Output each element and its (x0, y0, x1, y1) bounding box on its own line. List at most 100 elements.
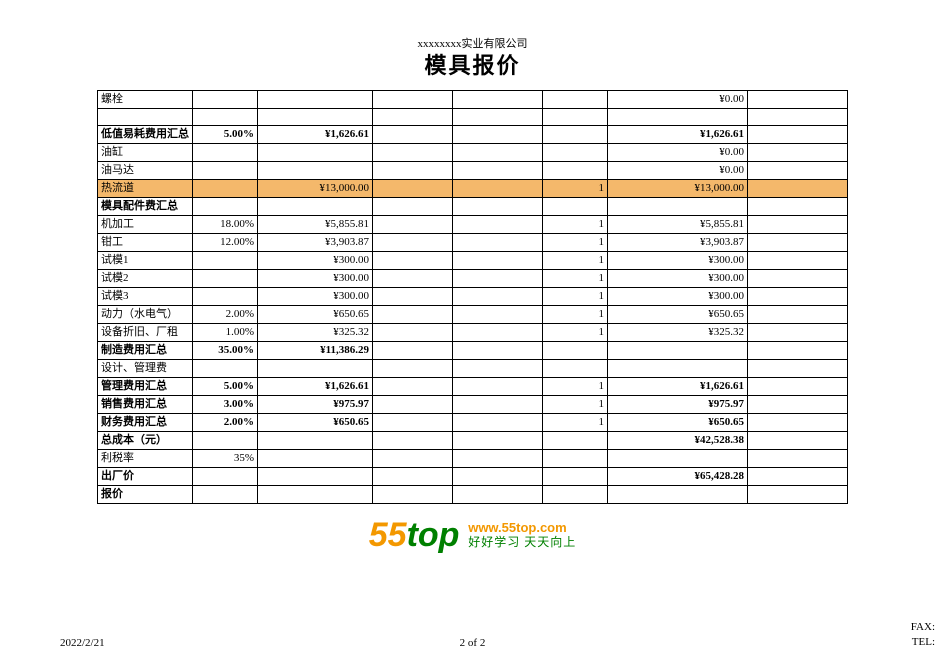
table-cell (193, 143, 258, 161)
table-cell (373, 485, 453, 503)
table-cell (748, 431, 848, 449)
table-cell: ¥300.00 (608, 251, 748, 269)
logo: 55top www.55top.com 好好学习 天天向上 (0, 518, 945, 552)
table-cell (543, 341, 608, 359)
table-cell (193, 161, 258, 179)
table-cell (453, 179, 543, 197)
table-cell (258, 449, 373, 467)
table-cell: ¥650.65 (608, 305, 748, 323)
table-cell (748, 269, 848, 287)
table-cell (543, 449, 608, 467)
table-cell (748, 143, 848, 161)
table-cell (373, 413, 453, 431)
footer-contact: FAX: TEL: (911, 620, 935, 649)
table-cell: 1 (543, 305, 608, 323)
table-cell: 1 (543, 269, 608, 287)
table-cell (193, 251, 258, 269)
table-cell (453, 341, 543, 359)
table-cell (373, 179, 453, 197)
table-cell (453, 125, 543, 143)
table-cell (258, 161, 373, 179)
table-cell (373, 341, 453, 359)
table-cell (373, 359, 453, 377)
table-cell: 5.00% (193, 125, 258, 143)
table-cell (258, 485, 373, 503)
table-row: 机加工18.00%¥5,855.811¥5,855.81 (98, 215, 848, 233)
table-cell: 低值易耗费用汇总 (98, 125, 193, 143)
table-cell: 3.00% (193, 395, 258, 413)
table-cell (193, 359, 258, 377)
table-cell (373, 431, 453, 449)
footer-page: 2 of 2 (460, 637, 486, 649)
table-cell (373, 323, 453, 341)
table-row: 设备折旧、厂租1.00%¥325.321¥325.32 (98, 323, 848, 341)
table-cell: ¥1,626.61 (258, 377, 373, 395)
table-cell: 设备折旧、厂租 (98, 323, 193, 341)
table-cell (748, 413, 848, 431)
table-cell: 12.00% (193, 233, 258, 251)
table-cell (543, 108, 608, 125)
table-cell: 2.00% (193, 413, 258, 431)
table-cell: ¥325.32 (608, 323, 748, 341)
table-row: 油缸 ¥0.00 (98, 143, 848, 161)
table-cell (193, 485, 258, 503)
table-cell (258, 431, 373, 449)
table-cell (373, 143, 453, 161)
table-cell: 18.00% (193, 215, 258, 233)
table-cell: 1 (543, 287, 608, 305)
table-cell: 销售费用汇总 (98, 395, 193, 413)
table-row: 设计、管理费 (98, 359, 848, 377)
table-cell: ¥650.65 (258, 305, 373, 323)
table-cell (748, 287, 848, 305)
table-cell: ¥300.00 (608, 287, 748, 305)
table-row: 制造费用汇总35.00%¥11,386.29 (98, 341, 848, 359)
table-cell (373, 395, 453, 413)
table-cell: ¥1,626.61 (258, 125, 373, 143)
table-cell: 油缸 (98, 143, 193, 161)
table-cell (258, 143, 373, 161)
table-cell (748, 197, 848, 215)
table-cell: ¥1,626.61 (608, 377, 748, 395)
table-cell (543, 125, 608, 143)
logo-suffix: top (407, 518, 460, 552)
table-cell: ¥0.00 (608, 143, 748, 161)
table-cell (193, 90, 258, 108)
table-cell (98, 108, 193, 125)
table-cell (258, 197, 373, 215)
table-cell: ¥5,855.81 (258, 215, 373, 233)
table-cell (543, 485, 608, 503)
table-cell (748, 449, 848, 467)
table-cell (543, 161, 608, 179)
table-cell (543, 467, 608, 485)
table-cell (453, 359, 543, 377)
table-cell: ¥0.00 (608, 90, 748, 108)
table-cell (193, 467, 258, 485)
table-cell (373, 233, 453, 251)
table-cell: 1 (543, 395, 608, 413)
table-cell (373, 215, 453, 233)
table-cell: 1.00% (193, 323, 258, 341)
table-cell (373, 287, 453, 305)
table-cell: ¥65,428.28 (608, 467, 748, 485)
table-cell: ¥13,000.00 (608, 179, 748, 197)
table-cell (748, 341, 848, 359)
table-cell (453, 108, 543, 125)
table-row: 出厂价¥65,428.28 (98, 467, 848, 485)
table-row: 试模3¥300.001¥300.00 (98, 287, 848, 305)
table-cell (748, 90, 848, 108)
quote-table: 螺栓¥0.00低值易耗费用汇总5.00%¥1,626.61¥1,626.61油缸… (97, 90, 848, 504)
table-cell: ¥650.65 (608, 413, 748, 431)
table-cell (748, 233, 848, 251)
table-row: 试模2¥300.001¥300.00 (98, 269, 848, 287)
table-cell: 机加工 (98, 215, 193, 233)
table-cell: 试模2 (98, 269, 193, 287)
table-cell (373, 251, 453, 269)
table-cell: 1 (543, 251, 608, 269)
table-cell (373, 269, 453, 287)
table-cell (453, 197, 543, 215)
table-cell (608, 485, 748, 503)
table-cell (453, 161, 543, 179)
table-cell: 利税率 (98, 449, 193, 467)
footer-tel: TEL: (911, 635, 935, 649)
table-cell: ¥325.32 (258, 323, 373, 341)
